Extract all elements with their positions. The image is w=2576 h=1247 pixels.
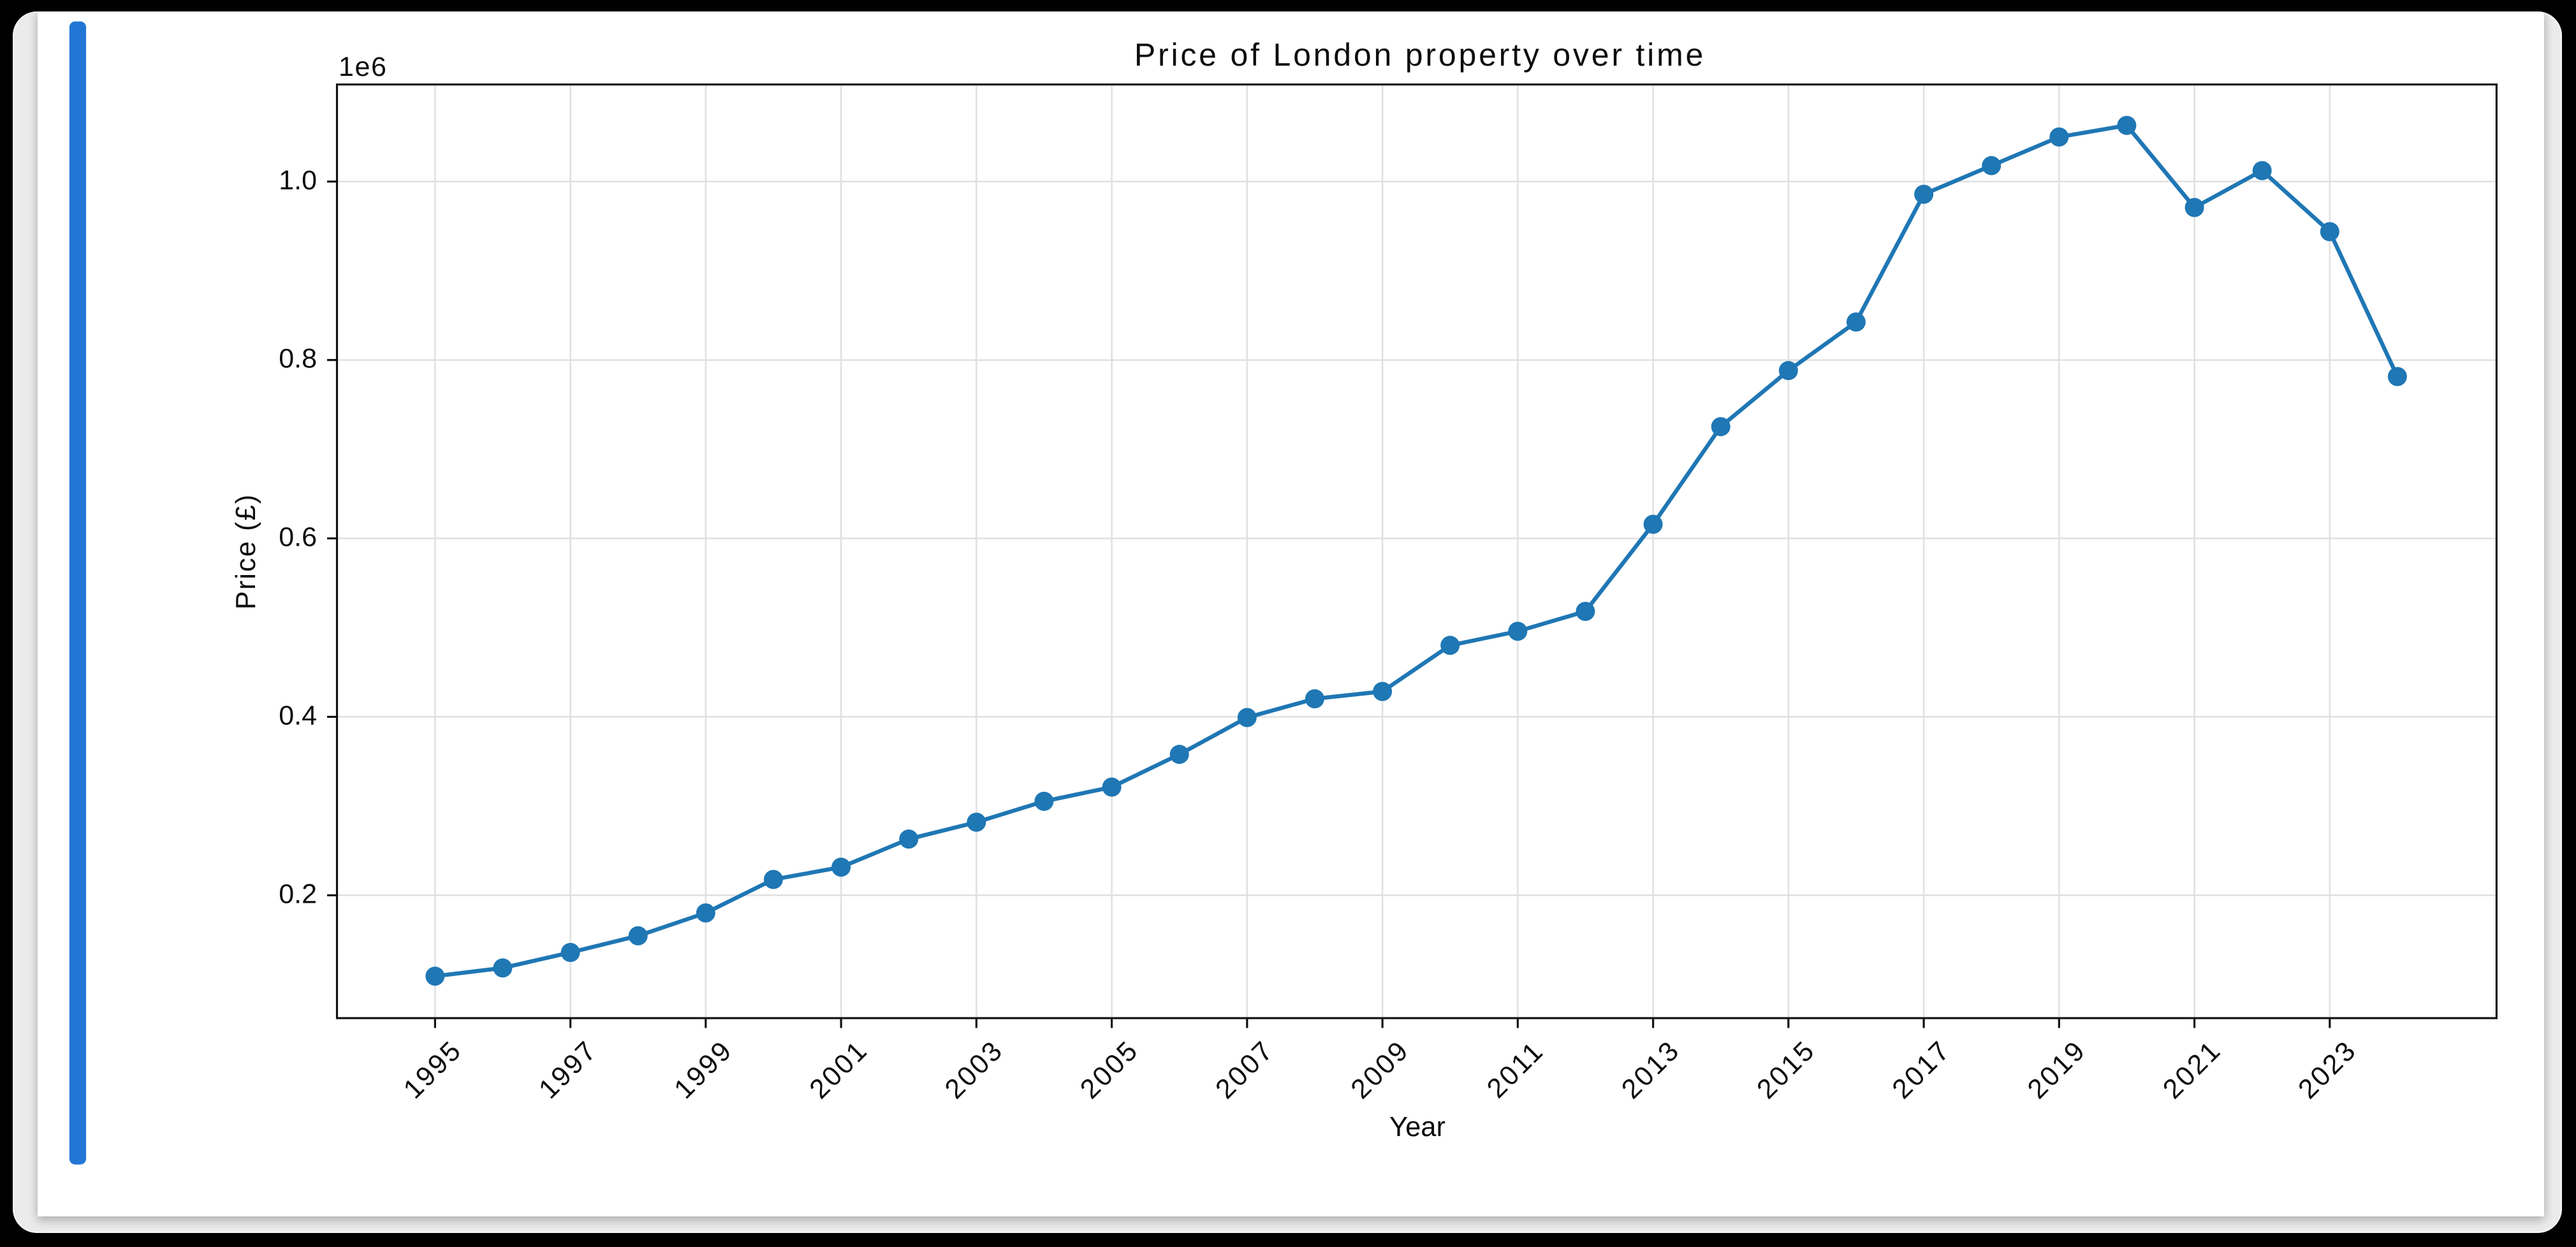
svg-text:2019: 2019 [2022, 1035, 2092, 1105]
svg-text:0.6: 0.6 [279, 522, 317, 553]
svg-text:Price (£): Price (£) [231, 493, 261, 609]
svg-text:1997: 1997 [533, 1035, 603, 1105]
svg-text:2013: 2013 [1616, 1035, 1686, 1105]
svg-text:2021: 2021 [2157, 1035, 2227, 1105]
svg-text:2005: 2005 [1074, 1035, 1145, 1105]
svg-text:0.8: 0.8 [279, 344, 317, 374]
svg-text:1995: 1995 [398, 1035, 468, 1105]
svg-text:2023: 2023 [2292, 1035, 2362, 1105]
svg-text:1.0: 1.0 [279, 165, 317, 196]
svg-text:1999: 1999 [668, 1035, 738, 1105]
svg-text:0.2: 0.2 [279, 879, 317, 909]
svg-text:2003: 2003 [939, 1035, 1009, 1105]
svg-text:0.4: 0.4 [279, 700, 317, 731]
svg-text:Year: Year [1389, 1112, 1445, 1142]
svg-text:2011: 2011 [1481, 1035, 1550, 1104]
svg-text:2007: 2007 [1210, 1035, 1280, 1105]
svg-text:Price of London property over: Price of London property over time [1134, 37, 1706, 73]
svg-text:2017: 2017 [1887, 1035, 1957, 1105]
svg-text:2015: 2015 [1751, 1035, 1821, 1105]
svg-text:1e6: 1e6 [339, 52, 388, 82]
svg-text:2001: 2001 [804, 1035, 874, 1105]
svg-text:2009: 2009 [1345, 1035, 1416, 1105]
